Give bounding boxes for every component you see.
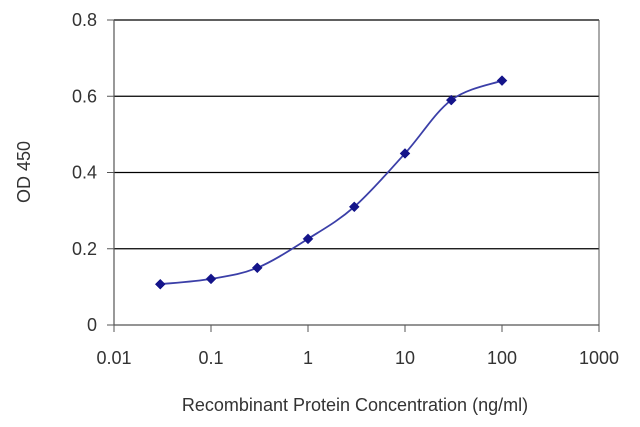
x-tick-label-0: 0.01 xyxy=(96,348,131,368)
x-axis-title: Recombinant Protein Concentration (ng/ml… xyxy=(182,395,528,415)
axes-layer xyxy=(107,19,600,332)
y-tick-label-1: 0.2 xyxy=(72,239,97,259)
series-layer xyxy=(154,75,508,290)
data-point-1 xyxy=(205,273,217,285)
y-tick-label-3: 0.6 xyxy=(72,86,97,106)
data-point-7 xyxy=(496,75,508,86)
y-axis-title: OD 450 xyxy=(14,141,34,203)
data-point-3 xyxy=(302,233,314,245)
data-point-2 xyxy=(251,262,263,274)
data-point-5 xyxy=(399,148,411,159)
labels-layer: 0 0.2 0.4 0.6 0.8 0.01 0.1 1 10 100 1000 xyxy=(72,10,619,368)
y-tick-label-4: 0.8 xyxy=(72,10,97,30)
x-tick-label-3: 10 xyxy=(395,348,415,368)
x-tick-label-5: 1000 xyxy=(579,348,619,368)
y-tick-label-2: 0.4 xyxy=(72,163,97,183)
data-point-4 xyxy=(348,201,360,213)
y-tick-label-0: 0 xyxy=(87,315,97,335)
grid-layer xyxy=(114,19,599,250)
data-point-6 xyxy=(445,94,457,106)
x-tick-label-1: 0.1 xyxy=(198,348,223,368)
x-tick-label-4: 100 xyxy=(487,348,517,368)
series-0-line xyxy=(160,79,503,286)
data-point-0 xyxy=(154,278,166,290)
x-tick-label-2: 1 xyxy=(303,348,313,368)
